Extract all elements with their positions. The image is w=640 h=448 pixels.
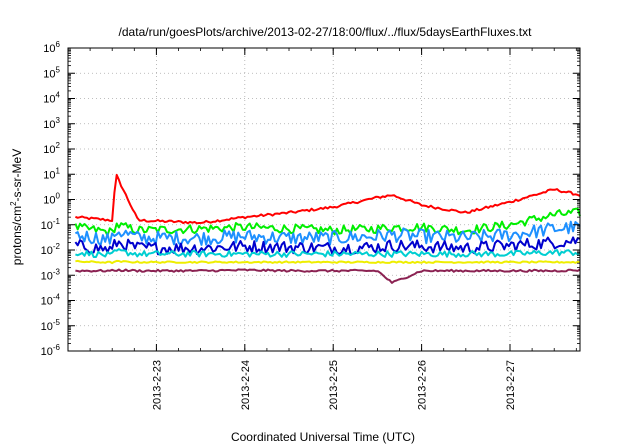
y-tick-label: 102 bbox=[43, 141, 60, 156]
y-tick-label: 10-1 bbox=[41, 217, 61, 232]
y-tick-label: 100 bbox=[43, 192, 60, 207]
x-tick-labels: 2013-2-23 2013-2-24 2013-2-25 2013-2-26 2013… bbox=[151, 360, 517, 410]
series-line bbox=[74, 207, 581, 237]
x-tick-label: 2013-2-26 bbox=[417, 360, 429, 410]
x-tick-label: 2013-2-27 bbox=[505, 360, 517, 410]
y-tick-label: 10-4 bbox=[41, 293, 61, 308]
series-line bbox=[74, 220, 581, 247]
x-tick-label: 2013-2-25 bbox=[328, 360, 340, 410]
y-tick-label: 10-6 bbox=[41, 343, 61, 358]
chart-title: /data/run/goesPlots/archive/2013-02-27/1… bbox=[119, 25, 533, 39]
series-line bbox=[75, 259, 581, 265]
series-line bbox=[75, 268, 581, 284]
y-tick-label: 103 bbox=[43, 116, 60, 131]
y-axis-label: protons/cm2-s-sr-MeV bbox=[9, 149, 24, 265]
y-tick-labels: 10-6 10-5 10-4 10-3 10-2 10-1 100 101 102 103 104 1… bbox=[41, 40, 61, 358]
y-tick-label: 10-5 bbox=[41, 318, 61, 333]
series-line bbox=[75, 248, 581, 258]
y-tick-label: 105 bbox=[43, 65, 60, 80]
series-layer bbox=[74, 173, 581, 284]
tick-marks bbox=[67, 47, 580, 352]
grid-lines bbox=[68, 48, 580, 351]
x-tick-label: 2013-2-24 bbox=[240, 360, 252, 410]
y-tick-label: 10-2 bbox=[41, 242, 61, 257]
y-tick-label: 101 bbox=[43, 166, 60, 181]
x-axis-label: Coordinated Universal Time (UTC) bbox=[231, 430, 415, 444]
y-tick-label: 106 bbox=[43, 40, 60, 55]
y-tick-label: 104 bbox=[43, 91, 60, 106]
x-tick-label: 2013-2-23 bbox=[151, 360, 163, 410]
y-tick-label: 10-3 bbox=[41, 267, 61, 282]
series-line bbox=[75, 173, 581, 225]
